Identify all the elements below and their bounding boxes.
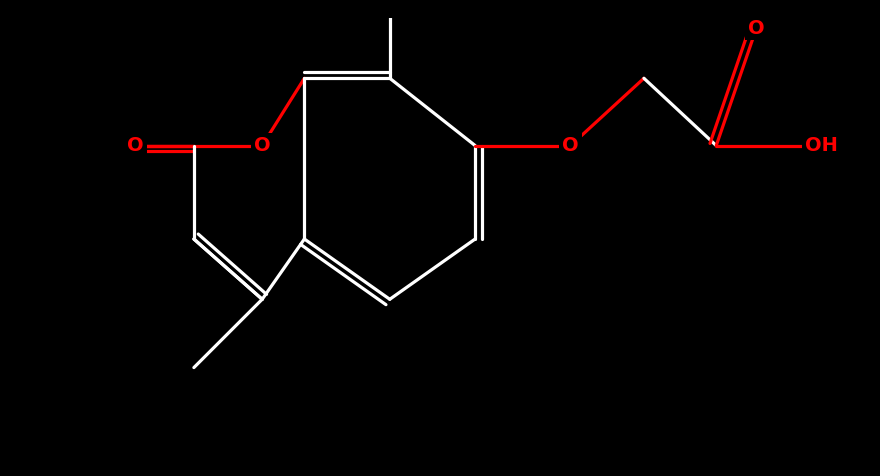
Text: O: O [253,136,270,155]
Text: O: O [128,136,144,155]
Text: O: O [748,19,765,38]
Text: O: O [562,136,579,155]
Text: OH: OH [805,136,838,155]
